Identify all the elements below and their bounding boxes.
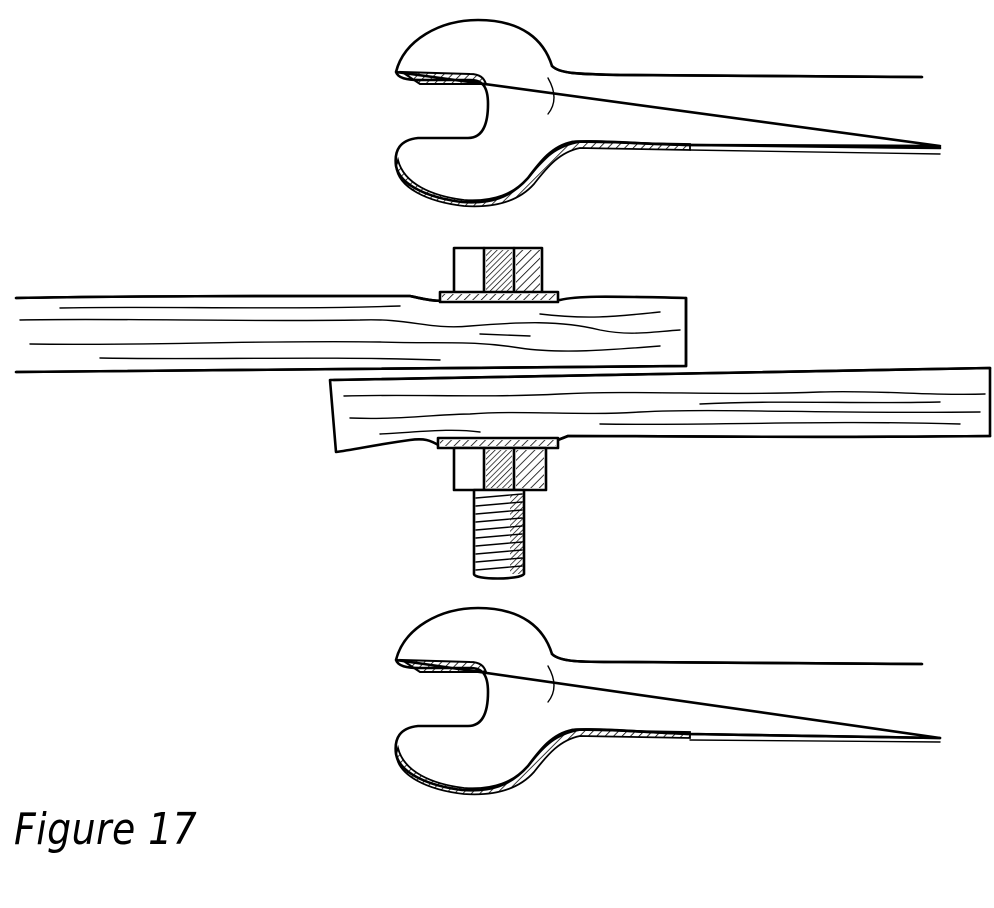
bolt-thread-icon [472,488,526,580]
upper-wrench-icon [394,18,942,208]
figure-caption: Figure 17 [14,804,198,855]
lower-wrench-icon [394,606,942,796]
upper-pole [14,294,688,374]
bolt-head-icon [438,246,560,304]
nut-icon [436,436,560,492]
lower-pole [328,366,992,454]
